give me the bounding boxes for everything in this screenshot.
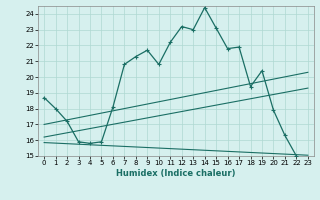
X-axis label: Humidex (Indice chaleur): Humidex (Indice chaleur)	[116, 169, 236, 178]
